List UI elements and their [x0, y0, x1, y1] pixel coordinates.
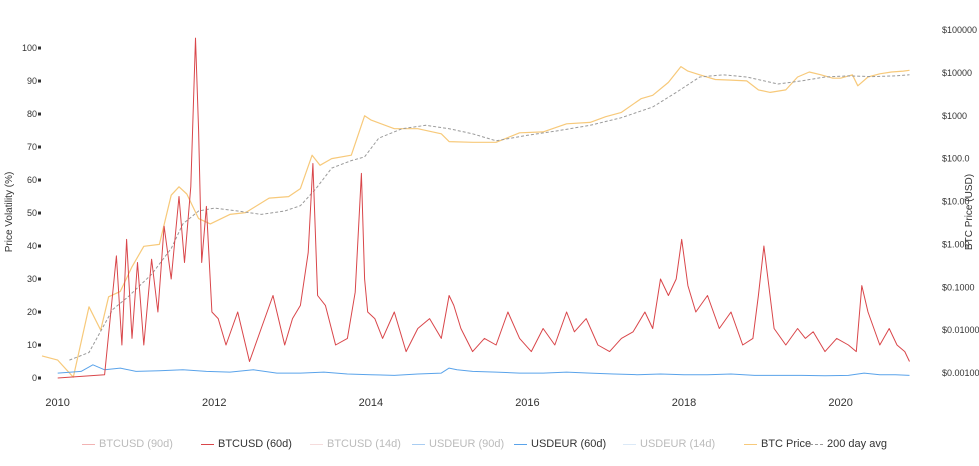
x-tick-label: 2010 — [45, 397, 69, 409]
y2-axis-ticks: $0.001000 $0.01000 $0.1000 $1.000 $10.00 $100… — [942, 25, 979, 378]
legend-label: USDEUR (90d) — [429, 438, 505, 450]
series-line-usdeur-60d — [57, 364, 910, 377]
x-tick-label: 2012 — [202, 397, 226, 409]
series-line-btc-price — [41, 65, 910, 378]
y-tick-label: 60 — [27, 175, 37, 185]
y-tick-label: 10 — [27, 340, 37, 350]
legend-swatch — [744, 443, 757, 445]
legend-item[interactable]: USDEUR (60d) — [514, 434, 606, 454]
y2-tick-label: $0.001000 — [942, 368, 979, 378]
legend-label: BTCUSD (14d) — [327, 438, 401, 450]
legend-item[interactable]: 200 day avg — [810, 434, 887, 454]
y-tick-mark — [38, 277, 41, 281]
y2-tick-label: $10000 — [942, 68, 972, 78]
legend-label: BTC Price — [761, 438, 812, 450]
y2-tick-label: $10.00 — [942, 197, 970, 207]
legend-swatch — [82, 443, 95, 445]
y-axis-ticks: 0 10 20 30 40 50 60 70 80 90 100 — [22, 43, 41, 383]
y-tick-mark — [38, 79, 41, 83]
y-tick-mark — [38, 343, 41, 347]
y-tick-label: 40 — [27, 241, 37, 251]
legend-swatch — [201, 443, 214, 445]
x-tick-label: 2016 — [515, 397, 539, 409]
x-tick-label: 2018 — [672, 397, 696, 409]
y-axis-title: Price Volatility (%) — [4, 172, 15, 253]
y-tick-label: 70 — [27, 142, 37, 152]
y2-tick-label: $1000 — [942, 111, 967, 121]
y-tick-mark — [38, 211, 41, 215]
y-tick-mark — [38, 145, 41, 149]
y2-tick-label: $100000 — [942, 25, 977, 35]
legend-label: 200 day avg — [827, 438, 887, 450]
y-tick-label: 30 — [27, 274, 37, 284]
y-tick-mark — [38, 112, 41, 116]
y-tick-label: 0 — [32, 373, 37, 383]
plot-area — [41, 37, 910, 379]
legend-item[interactable]: BTCUSD (14d) — [310, 434, 401, 454]
legend-label: BTCUSD (90d) — [99, 438, 173, 450]
chart-legend: BTCUSD (90d) BTCUSD (60d) BTCUSD (14d) USDE… — [0, 434, 979, 454]
legend-swatch — [810, 443, 823, 445]
x-tick-label: 2014 — [359, 397, 383, 409]
legend-swatch — [514, 443, 527, 445]
y-tick-label: 80 — [27, 109, 37, 119]
y-tick-mark — [38, 178, 41, 182]
y2-tick-label: $0.01000 — [942, 325, 979, 335]
series-line-200-day-avg — [69, 74, 910, 361]
series-line-btcusd-60d — [57, 37, 910, 379]
y-tick-label: 90 — [27, 76, 37, 86]
legend-item[interactable]: USDEUR (14d) — [623, 434, 715, 454]
y2-tick-label: $100.0 — [942, 154, 970, 164]
y2-axis-title: BTC Price (USD) — [964, 174, 975, 250]
x-axis-ticks: 2010 2012 2014 2016 2018 2020 — [45, 397, 852, 409]
legend-item[interactable]: BTCUSD (90d) — [82, 434, 173, 454]
legend-item[interactable]: USDEUR (90d) — [412, 434, 504, 454]
legend-label: USDEUR (14d) — [640, 438, 716, 450]
legend-swatch — [310, 443, 323, 445]
y-tick-mark — [38, 244, 41, 248]
legend-item[interactable]: BTC Price — [744, 434, 811, 454]
legend-label: USDEUR (60d) — [531, 438, 607, 450]
legend-label: BTCUSD (60d) — [218, 438, 292, 450]
y-tick-mark — [38, 310, 41, 314]
legend-swatch — [623, 443, 636, 445]
legend-swatch — [412, 443, 425, 445]
y-tick-mark — [38, 46, 41, 50]
legend-item[interactable]: BTCUSD (60d) — [201, 434, 292, 454]
y-tick-label: 50 — [27, 208, 37, 218]
y-tick-label: 20 — [27, 307, 37, 317]
y2-tick-label: $1.000 — [942, 239, 970, 249]
y-tick-mark — [38, 376, 41, 380]
x-tick-label: 2020 — [828, 397, 852, 409]
y2-tick-label: $0.1000 — [942, 282, 975, 292]
y-tick-label: 100 — [22, 43, 37, 53]
